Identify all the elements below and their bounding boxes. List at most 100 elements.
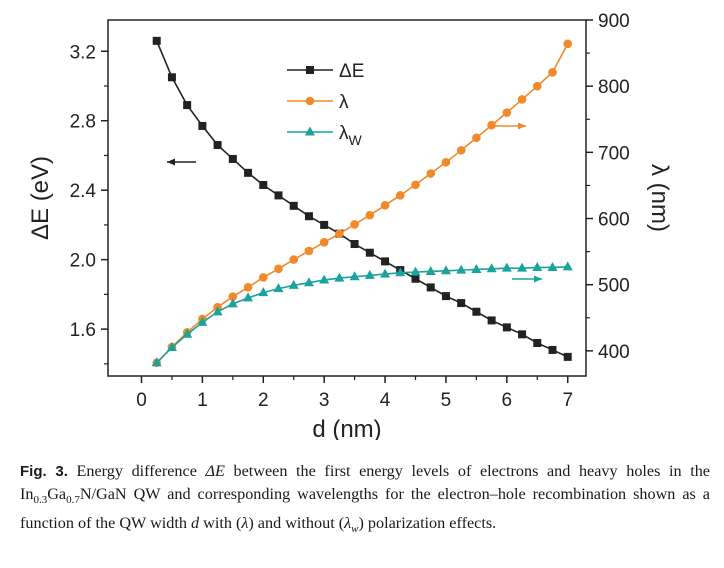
- data-point: [183, 101, 192, 110]
- data-point: [289, 255, 299, 264]
- legend-label: λ: [339, 92, 349, 113]
- series-line: [155, 40, 569, 358]
- data-point: [350, 220, 359, 229]
- data-point: [303, 277, 314, 287]
- annotation-arrow: [512, 275, 542, 283]
- y-right-tick-label: 600: [598, 210, 630, 231]
- legend-marker: [305, 96, 315, 106]
- data-point: [349, 271, 360, 281]
- data-point: [411, 274, 420, 283]
- data-point: [502, 323, 511, 332]
- y-right-axis-title: λ (nm): [646, 164, 673, 232]
- x-tick-label: 4: [380, 390, 391, 411]
- chart-figure: 0 1 2 3 4 5 6 7 1.6 2.0 2.4 2.8 3.2 400 500 600 700 800 90…: [27, 11, 673, 440]
- data-point: [197, 316, 208, 326]
- data-point: [517, 262, 528, 272]
- data-point: [243, 292, 254, 302]
- data-point: [487, 316, 496, 325]
- data-point: [244, 168, 253, 177]
- x-tick-label: 2: [258, 390, 269, 411]
- data-point: [426, 283, 435, 292]
- data-point: [501, 262, 512, 272]
- y-right-tick-label: 800: [598, 77, 630, 98]
- data-point: [532, 261, 543, 271]
- arrow-head: [167, 158, 175, 166]
- data-point: [243, 283, 253, 292]
- data-point: [151, 357, 162, 367]
- x-tick-label: 1: [197, 390, 208, 411]
- data-point: [517, 95, 527, 104]
- data-point: [440, 265, 451, 275]
- legend-item: λ: [287, 92, 349, 113]
- data-point: [288, 279, 299, 289]
- y-left-tick-label: 2.0: [70, 251, 96, 272]
- caption-text: Ga: [47, 485, 67, 503]
- legend-item: λW: [287, 123, 363, 148]
- data-point: [259, 180, 268, 189]
- caption-label: Fig. 3.: [20, 463, 68, 480]
- plot-frame: [107, 19, 587, 377]
- y-left-tick-label: 1.6: [70, 320, 96, 341]
- data-point: [228, 292, 238, 301]
- series-3: [151, 261, 573, 367]
- x-axis-title: d (nm): [312, 416, 381, 440]
- data-point: [380, 268, 391, 278]
- annotation-arrow: [496, 122, 526, 130]
- data-point: [198, 121, 207, 130]
- data-point: [213, 141, 222, 150]
- caption-text: d: [191, 514, 200, 533]
- caption-text: λ: [241, 514, 249, 533]
- data-point: [411, 180, 420, 190]
- data-point: [518, 330, 527, 339]
- data-point: [319, 238, 329, 247]
- data-point: [166, 342, 177, 352]
- data-point: [227, 298, 238, 308]
- y-left-tick-label: 2.4: [70, 181, 97, 202]
- x-tick-label: 5: [441, 390, 452, 411]
- data-point: [182, 328, 193, 338]
- legend-label: λW: [339, 123, 363, 148]
- y-left-axis-title: ΔE (eV): [27, 156, 54, 240]
- caption-text: between the first energy levels of elect…: [20, 462, 710, 503]
- caption-text: λ: [344, 514, 352, 533]
- arrow-head: [534, 275, 542, 283]
- data-point: [548, 345, 557, 354]
- data-point: [334, 272, 345, 282]
- data-point: [167, 73, 176, 82]
- data-point: [472, 133, 481, 143]
- legend: ΔE λ λW: [287, 61, 364, 148]
- y-right-tick-label: 700: [598, 143, 630, 164]
- data-point: [273, 283, 284, 293]
- data-point: [320, 220, 329, 229]
- data-point: [471, 263, 482, 273]
- legend-item: ΔE: [287, 61, 364, 82]
- data-point: [381, 257, 390, 266]
- data-point: [319, 274, 330, 284]
- data-point: [304, 246, 314, 256]
- data-point: [365, 210, 375, 220]
- y-left-tick-label: 3.2: [70, 42, 96, 63]
- data-point: [533, 339, 542, 348]
- data-point: [472, 307, 481, 316]
- arrow-head: [518, 122, 526, 130]
- caption-text: with (: [199, 514, 242, 533]
- data-point: [152, 36, 161, 45]
- data-point: [364, 269, 375, 279]
- data-point: [212, 306, 223, 316]
- caption-text: ) and without (: [248, 514, 345, 533]
- data-point: [441, 157, 451, 167]
- axis-titles: d (nm) ΔE (eV) λ (nm): [27, 156, 673, 440]
- data-point: [365, 248, 374, 257]
- data-point: [563, 352, 572, 361]
- data-point: [548, 67, 557, 77]
- annotation-arrow: [167, 158, 196, 166]
- y-right-tick-label: 900: [598, 11, 630, 32]
- data-point: [562, 261, 573, 271]
- y-left-tick-label: 2.8: [70, 112, 96, 133]
- caption-text: w: [351, 523, 359, 536]
- data-point: [426, 169, 436, 178]
- data-point: [547, 261, 558, 271]
- data-point: [456, 264, 467, 274]
- figure-caption: Fig. 3. Energy difference ΔE between the…: [20, 460, 710, 541]
- caption-text: ) polarization effects.: [358, 514, 497, 533]
